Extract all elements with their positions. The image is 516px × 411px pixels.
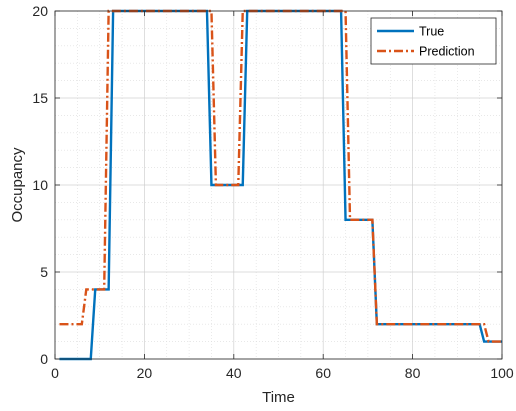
- legend-label-prediction: Prediction: [419, 45, 475, 59]
- x-tick-label: 40: [226, 365, 242, 381]
- series-layer: [59, 9, 502, 361]
- y-tick-label: 10: [32, 177, 48, 193]
- x-tick-label: 80: [405, 365, 421, 381]
- x-tick-labels: 0 20 40 60 80 100: [51, 365, 514, 381]
- y-tick-label: 20: [32, 3, 48, 19]
- axis-ticks: [54, 10, 503, 360]
- x-axis-label: Time: [262, 389, 295, 406]
- legend-label-true: True: [419, 25, 444, 39]
- y-tick-label: 0: [40, 351, 48, 367]
- series-line-prediction: [59, 9, 502, 343]
- x-tick-label: 20: [137, 365, 153, 381]
- x-tick-label: 0: [51, 365, 59, 381]
- y-tick-labels: 0 5 10 15 20: [32, 3, 48, 367]
- legend-box: [370, 17, 497, 65]
- y-axis-label: Occupancy: [9, 147, 26, 223]
- y-tick-label: 5: [40, 264, 48, 280]
- x-tick-label: 100: [490, 365, 514, 381]
- x-tick-label: 60: [315, 365, 331, 381]
- legend: True Prediction: [370, 17, 497, 65]
- y-tick-label: 15: [32, 90, 48, 106]
